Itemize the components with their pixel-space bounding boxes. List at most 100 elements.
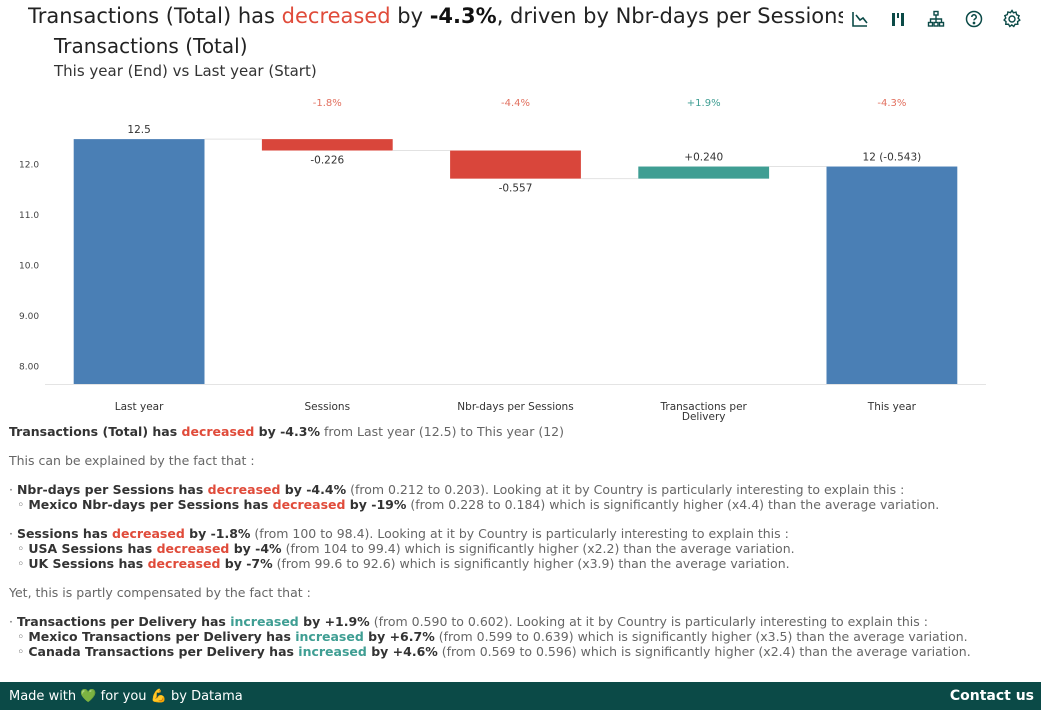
value: by -4% [229, 541, 282, 556]
bar-sessions [261, 139, 393, 151]
x-tick-label: Transactions per [660, 401, 748, 413]
decrease-item: · Sessions has decreased by -1.8% (from … [9, 526, 1029, 541]
headline-subject: Transactions (Total) has [28, 4, 282, 28]
subject: Transactions per Delivery has [16, 614, 231, 629]
subject: Mexico Transactions per Delivery has [28, 629, 296, 644]
value: by -7% [220, 556, 273, 571]
x-tick-label: Delivery [682, 411, 726, 423]
made-with-text: Made with [9, 688, 77, 704]
value-label: -0.557 [499, 183, 533, 195]
direction: increased [298, 644, 367, 659]
bullet: ◦ [17, 541, 29, 556]
headline-value: -4.3% [429, 4, 497, 28]
value: by +1.9% [298, 614, 370, 629]
rest: (from 104 to 99.4) which is significantl… [281, 541, 795, 556]
direction: increased [230, 614, 299, 629]
direction: decreased [156, 541, 230, 556]
footer: Made with 💚 for you 💪 by Datama Contact … [0, 682, 1041, 710]
headline-driver: , driven by Nbr-days per Sessions [496, 4, 843, 28]
decrease-detail: ◦ USA Sessions has decreased by -4% (fro… [9, 541, 1029, 556]
value-label: -0.226 [310, 155, 344, 167]
decrease-detail: ◦ UK Sessions has decreased by -7% (from… [9, 556, 1029, 571]
rest: (from 0.599 to 0.639) which is significa… [434, 629, 968, 644]
value: by -4.4% [280, 482, 347, 497]
by-datama-text: by Datama [171, 688, 243, 704]
value: by -19% [345, 497, 407, 512]
summary-line: Transactions (Total) has decreased by -4… [9, 424, 1029, 439]
increase-detail: ◦ Canada Transactions per Delivery has i… [9, 644, 1029, 659]
for-you-text: for you [100, 688, 147, 704]
bullet: ◦ [17, 556, 29, 571]
subject: Canada Transactions per Delivery has [28, 644, 299, 659]
value: by -4.3% [254, 424, 320, 439]
decrease-item: · Nbr-days per Sessions has decreased by… [9, 482, 1029, 497]
direction: decreased [112, 526, 185, 541]
subject: USA Sessions has [28, 541, 157, 556]
y-tick-label: 8.00 [19, 362, 39, 372]
muscle-icon: 💪 [150, 688, 167, 704]
bullet: · [9, 482, 17, 497]
bullet: ◦ [17, 644, 29, 659]
toolbar [849, 8, 1023, 30]
x-tick-label: Sessions [305, 401, 351, 413]
x-tick-label: This year [867, 401, 917, 413]
direction: decreased [181, 424, 255, 439]
chart-subtitle: This year (End) vs Last year (Start) [54, 62, 317, 80]
headline-direction: decreased [281, 4, 391, 28]
rest: (from 99.6 to 92.6) which is significant… [272, 556, 790, 571]
waterfall-chart: 8.00 9.00 10.0 11.0 12.0 12.5 Last year -0.226 -… [19, 98, 986, 423]
value: by -1.8% [184, 526, 251, 541]
heart-icon: 💚 [80, 688, 97, 704]
pct-label: -4.4% [501, 98, 530, 109]
rest: (from 0.212 to 0.203). Looking at it by … [346, 482, 905, 497]
subject: Nbr-days per Sessions has [16, 482, 208, 497]
subject: Sessions has [16, 526, 113, 541]
direction: decreased [272, 497, 346, 512]
headline-by: by [390, 4, 430, 28]
rest: (from 0.590 to 0.602). Looking at it by … [369, 614, 928, 629]
bar-toggle-icon[interactable] [887, 8, 909, 30]
increase-detail: ◦ Mexico Transactions per Delivery has i… [9, 629, 1029, 644]
subject: Transactions (Total) has [9, 424, 182, 439]
direction: decreased [147, 556, 221, 571]
bar-nbr-days-per-sessions [450, 150, 581, 179]
y-tick-label: 12.0 [19, 160, 39, 170]
pct-label: -4.3% [877, 98, 906, 109]
chart-title: Transactions (Total) [54, 34, 248, 58]
increase-item: · Transactions per Delivery has increase… [9, 614, 1029, 629]
intro-line: This can be explained by the fact that : [9, 453, 255, 468]
value-label: 12.5 [127, 124, 150, 136]
value: by +4.6% [366, 644, 438, 659]
rest: (from 100 to 98.4). Looking at it by Cou… [250, 526, 789, 541]
narrative: Transactions (Total) has decreased by -4… [9, 424, 1029, 659]
headline: Transactions (Total) has decreased by -4… [28, 4, 843, 38]
pct-label: -1.8% [313, 98, 342, 109]
bullet: ◦ [17, 629, 29, 644]
subject: Mexico Nbr-days per Sessions has [28, 497, 273, 512]
bullet: ◦ [17, 497, 29, 512]
compensation-intro: Yet, this is partly compensated by the f… [9, 585, 311, 600]
settings-icon[interactable] [1001, 8, 1023, 30]
value-label: +0.240 [684, 152, 723, 164]
contact-us-link[interactable]: Contact us [949, 688, 1034, 704]
value: by +6.7% [363, 629, 435, 644]
bar-last-year [73, 139, 205, 384]
y-tick-label: 11.0 [19, 211, 39, 221]
bar-transactions-per-delivery [638, 166, 770, 179]
y-tick-label: 9.00 [19, 312, 39, 322]
chart-type-icon[interactable] [849, 8, 871, 30]
help-icon[interactable] [963, 8, 985, 30]
bullet: · [9, 614, 17, 629]
subject: UK Sessions has [28, 556, 148, 571]
direction: decreased [207, 482, 281, 497]
pct-label: +1.9% [687, 98, 721, 109]
bar-this-year [826, 166, 958, 384]
rest: (from 0.569 to 0.596) which is significa… [437, 644, 971, 659]
x-tick-label: Last year [115, 401, 164, 413]
hierarchy-icon[interactable] [925, 8, 947, 30]
rest: from Last year (12.5) to This year (12) [319, 424, 564, 439]
footer-credit: Made with 💚 for you 💪 by Datama [0, 689, 243, 704]
value-label: 12 (-0.543) [863, 152, 922, 164]
rest: (from 0.228 to 0.184) which is significa… [406, 497, 940, 512]
y-tick-label: 10.0 [19, 261, 39, 271]
